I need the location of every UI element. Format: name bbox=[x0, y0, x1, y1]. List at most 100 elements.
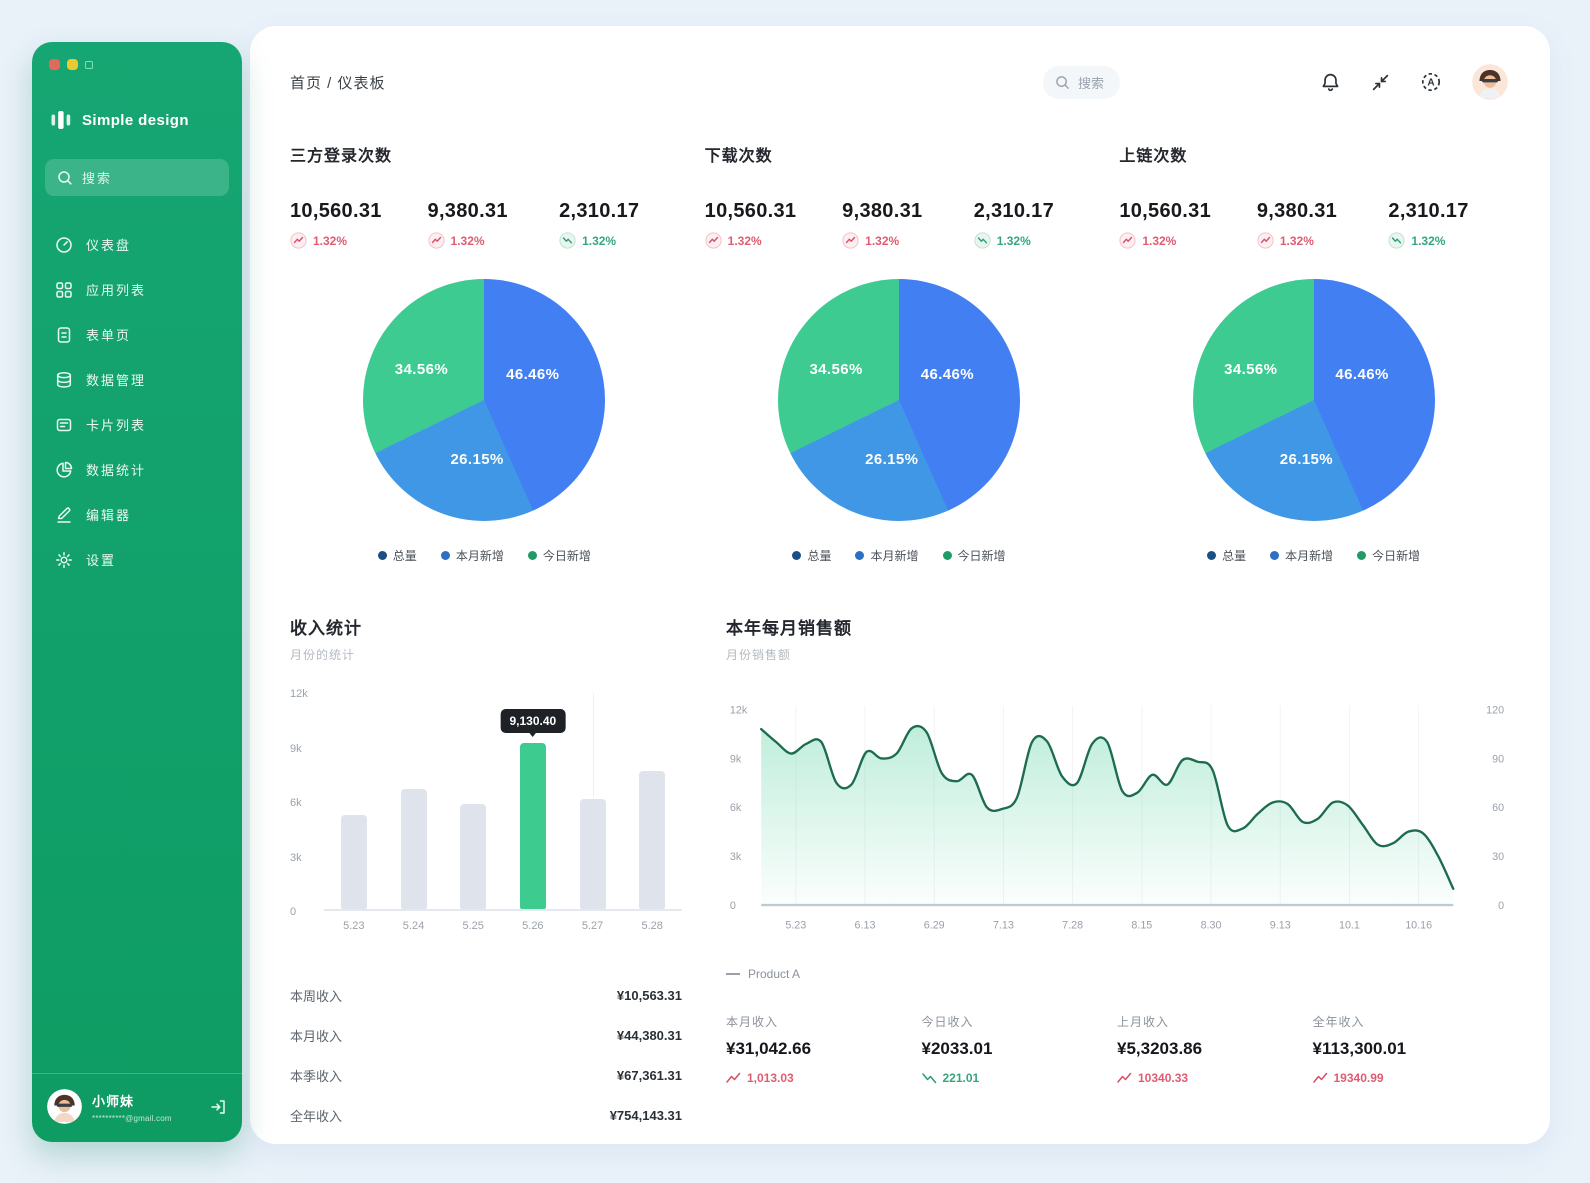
sidebar-item-label: 设置 bbox=[86, 553, 117, 568]
x-tick-label: 5.27 bbox=[581, 920, 604, 932]
legend-item[interactable]: 总量 bbox=[792, 547, 831, 564]
legend-item[interactable]: 本月新增 bbox=[440, 547, 504, 564]
sidebar-item-editor[interactable]: 编辑器 bbox=[32, 492, 242, 537]
legend-item[interactable]: 本月新增 bbox=[1270, 547, 1333, 564]
legend-item[interactable]: 总量 bbox=[377, 547, 417, 564]
sidebar-item-apps[interactable]: 应用列表 bbox=[32, 267, 242, 312]
logout-icon[interactable] bbox=[209, 1098, 227, 1116]
legend-item[interactable]: 今日新增 bbox=[527, 547, 591, 564]
stat-trend-badge: 1.32% bbox=[1257, 232, 1389, 249]
legend-label: 本月新增 bbox=[455, 549, 504, 563]
bar[interactable] bbox=[340, 815, 367, 909]
notifications-button[interactable] bbox=[1320, 72, 1341, 93]
sales-line-chart[interactable]: 5.23 6.13 6.29 7.13 7.28 8.15 8.30 9.13 10.1 10.1… bbox=[726, 693, 1508, 951]
user-email: **********@gmail.com bbox=[92, 1113, 172, 1123]
sales-stat: 全年收入 ¥113,300.01 19340.99 bbox=[1313, 1013, 1509, 1085]
sidebar-nav: 仪表盘 应用列表 表单页 数据管理 卡片列表 数据统计 bbox=[32, 222, 242, 582]
trend-value: 1.32% bbox=[727, 233, 762, 248]
sidebar-item-cards[interactable]: 卡片列表 bbox=[32, 402, 242, 447]
metric-card-downloads: 下载次数 10,560.31 1.32% 9,380.31 1.32% bbox=[705, 142, 1094, 564]
bar[interactable] bbox=[579, 799, 606, 909]
collapse-button[interactable] bbox=[1371, 73, 1390, 92]
pie-slice-label: 26.15% bbox=[865, 450, 919, 468]
sales-stat-label: 全年收入 bbox=[1312, 1015, 1365, 1029]
window-controls bbox=[32, 42, 242, 70]
legend-item[interactable]: 今日新增 bbox=[1357, 547, 1420, 564]
document-icon bbox=[55, 326, 73, 344]
legend-item[interactable]: 总量 bbox=[1207, 547, 1246, 564]
sidebar-user[interactable]: 小师妹 **********@gmail.com bbox=[32, 1073, 242, 1142]
legend-item[interactable]: 本月新增 bbox=[855, 547, 919, 564]
trend-up-icon bbox=[842, 232, 859, 249]
stat-month: 9,380.31 1.32% bbox=[1257, 200, 1389, 249]
svg-text:8.15: 8.15 bbox=[1131, 920, 1152, 932]
pie-chart[interactable]: 46.46% 26.15% 34.56% bbox=[363, 279, 606, 521]
trend-value: 1.32% bbox=[1411, 233, 1446, 248]
income-row-value: ¥10,563.31 bbox=[616, 987, 682, 1003]
pie-chart[interactable]: 46.46% 26.15% 34.56% bbox=[777, 279, 1020, 521]
stat-trend-badge: 1.32% bbox=[1388, 232, 1508, 249]
income-row-label: 全年收入 bbox=[290, 1108, 343, 1124]
trend-value: 1.32% bbox=[450, 233, 485, 248]
legend-dot bbox=[1270, 551, 1280, 560]
trend-up-icon bbox=[427, 232, 445, 249]
sidebar-item-data[interactable]: 数据管理 bbox=[32, 357, 242, 402]
trend-up-icon bbox=[1117, 1072, 1132, 1084]
income-row: 本月收入 ¥44,380.31 bbox=[290, 1015, 682, 1055]
zoom-button[interactable] bbox=[85, 60, 93, 69]
line-legend[interactable]: Product A bbox=[726, 967, 1508, 981]
y-tick-label: 9k bbox=[290, 742, 302, 755]
close-button[interactable] bbox=[49, 59, 60, 70]
stat-trend-badge: 1.32% bbox=[1119, 232, 1257, 249]
sidebar-item-label: 仪表盘 bbox=[86, 238, 132, 253]
trend-value: 221.01 bbox=[942, 1071, 980, 1085]
legend-dot bbox=[440, 551, 450, 560]
pie-slice-label: 46.46% bbox=[920, 366, 975, 384]
svg-text:12k: 12k bbox=[730, 704, 748, 716]
user-avatar[interactable] bbox=[1472, 64, 1508, 100]
sidebar-item-statistics[interactable]: 数据统计 bbox=[32, 447, 242, 492]
pie-chart[interactable]: 46.46% 26.15% 34.56% bbox=[1192, 279, 1435, 521]
bar-y-axis: 12k 9k 6k 3k 0 bbox=[290, 688, 320, 918]
income-card: 收入统计 月份的统计 12k 9k 6k 3k 0 9,130.40 5.23 5.24 5.2… bbox=[290, 614, 682, 1135]
sidebar-item-dashboard[interactable]: 仪表盘 bbox=[32, 222, 242, 267]
svg-text:6.29: 6.29 bbox=[924, 920, 945, 932]
income-card-title: 收入统计 bbox=[290, 619, 362, 638]
language-button[interactable]: A bbox=[1420, 71, 1442, 93]
bar[interactable] bbox=[639, 770, 666, 909]
legend-dash bbox=[726, 973, 740, 975]
sales-stat: 今日收入 ¥2033.01 221.01 bbox=[922, 1013, 1118, 1085]
sidebar-user-avatar bbox=[47, 1089, 82, 1124]
sidebar-item-forms[interactable]: 表单页 bbox=[32, 312, 242, 357]
income-bar-chart[interactable]: 12k 9k 6k 3k 0 9,130.40 5.23 5.24 5.25 5.26 5.27 5.… bbox=[290, 688, 682, 945]
sidebar: Simple design 搜索 仪表盘 应用列表 表单页 数据管理 bbox=[32, 42, 242, 1142]
trend-value: 1.32% bbox=[865, 233, 900, 248]
svg-text:60: 60 bbox=[1492, 802, 1504, 814]
trend-value: 1.32% bbox=[313, 233, 348, 248]
sidebar-item-settings[interactable]: 设置 bbox=[32, 537, 242, 582]
pie-slice-label: 46.46% bbox=[506, 366, 560, 384]
bar[interactable] bbox=[400, 789, 427, 909]
sales-stat-label: 上月收入 bbox=[1117, 1015, 1170, 1029]
search-icon bbox=[57, 170, 73, 186]
bar-tooltip: 9,130.40 bbox=[500, 709, 566, 734]
card-title: 下载次数 bbox=[704, 148, 773, 165]
svg-text:90: 90 bbox=[1492, 753, 1504, 765]
minimize-button[interactable] bbox=[67, 59, 78, 70]
legend-item[interactable]: 今日新增 bbox=[942, 547, 1006, 564]
bar[interactable] bbox=[460, 803, 487, 909]
sidebar-search[interactable]: 搜索 bbox=[45, 159, 229, 196]
y-tick-label: 12k bbox=[290, 688, 308, 700]
bar-highlighted[interactable] bbox=[519, 743, 546, 909]
pie-legend: 总量 本月新增 今日新增 bbox=[1119, 547, 1508, 564]
header-search[interactable]: 搜索 bbox=[1042, 65, 1120, 99]
svg-text:9.13: 9.13 bbox=[1270, 920, 1291, 932]
pen-icon bbox=[55, 506, 73, 524]
hover-guide-line bbox=[592, 693, 594, 798]
income-row: 本周收入 ¥10,563.31 bbox=[290, 975, 682, 1015]
legend-dot bbox=[942, 551, 952, 560]
sales-stats-row: 本月收入 ¥31,042.66 1,013.03 今日收入 ¥2033.01 2… bbox=[726, 1013, 1508, 1085]
svg-text:10.16: 10.16 bbox=[1405, 920, 1432, 932]
trend-up-icon bbox=[1312, 1072, 1328, 1084]
metric-card-onchain: 上链次数 10,560.31 1.32% 9,380.31 1.32% bbox=[1119, 142, 1508, 564]
